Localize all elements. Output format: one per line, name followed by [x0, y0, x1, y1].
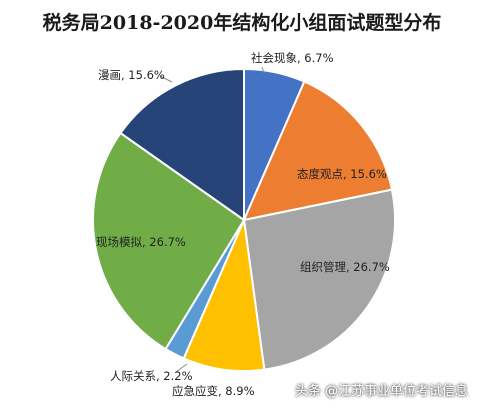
slice-label-7: 漫画, 15.6% [98, 68, 165, 82]
slice-label-6: 现场模拟, 26.7% [96, 235, 186, 249]
slice-label-4: 应急应变, 8.9% [172, 384, 255, 398]
leader-line-1 [261, 66, 265, 74]
slice-label-3: 组织管理, 26.7% [300, 260, 390, 274]
leader-line-5 [175, 363, 188, 373]
leader-line-7 [159, 75, 173, 83]
slice-label-2: 态度观点, 15.6% [297, 167, 387, 181]
pie-slices [92, 67, 397, 372]
leader-lines [159, 66, 265, 373]
slice-label-5: 人际关系, 2.2% [110, 369, 193, 383]
watermark: 头条 @江苏事业单位考试信息 [294, 384, 468, 399]
chart-title: 税务局2018-2020年结构化小组面试题型分布 [42, 12, 442, 34]
pie-slice-7 [119, 67, 245, 222]
pie-slice-4 [182, 216, 266, 372]
slice-labels: 社会现象, 6.7% 态度观点, 15.6% 组织管理, 26.7% 应急应变, 8.… [96, 51, 390, 398]
pie-slice-3 [242, 188, 397, 371]
pie-slice-2 [242, 80, 394, 222]
slice-label-1: 社会现象, 6.7% [251, 51, 334, 65]
pie-slice-6 [92, 131, 246, 351]
